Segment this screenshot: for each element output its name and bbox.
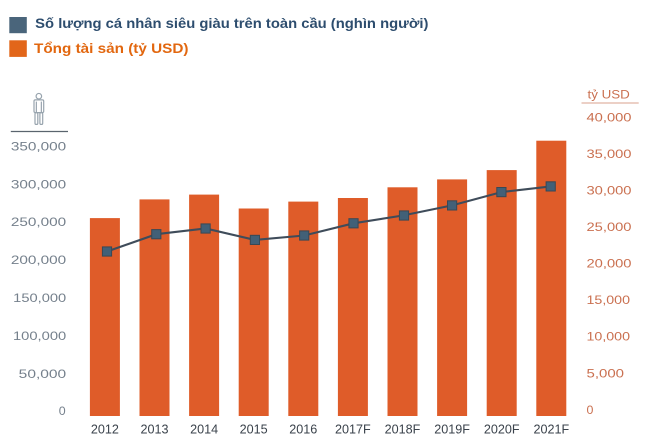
svg-text:35,000: 35,000 [587,147,632,161]
svg-text:2013: 2013 [140,423,168,437]
svg-text:10,000: 10,000 [587,330,631,344]
svg-text:300,000: 300,000 [11,177,66,191]
svg-text:40,000: 40,000 [587,110,632,124]
svg-text:2016: 2016 [289,423,317,437]
svg-text:200,000: 200,000 [11,253,66,267]
svg-text:5,000: 5,000 [587,366,625,380]
svg-text:50,000: 50,000 [19,367,67,381]
svg-text:2020F: 2020F [484,423,520,437]
svg-text:2018F: 2018F [385,423,421,437]
svg-text:350,000: 350,000 [11,139,66,153]
svg-text:0: 0 [587,403,594,417]
svg-text:2019F: 2019F [434,423,470,437]
svg-text:2015: 2015 [240,423,268,437]
svg-text:tỷ USD: tỷ USD [588,88,630,102]
svg-text:0: 0 [59,404,66,418]
svg-text:2014: 2014 [190,423,218,437]
svg-text:100,000: 100,000 [13,329,66,343]
svg-text:2017F: 2017F [335,423,371,437]
svg-text:15,000: 15,000 [587,293,631,307]
svg-text:250,000: 250,000 [11,215,66,229]
svg-text:Số lượng cá nhân siêu giàu trê: Số lượng cá nhân siêu giàu trên toàn cầu… [35,16,428,32]
svg-text:30,000: 30,000 [587,184,632,198]
svg-text:150,000: 150,000 [13,291,66,305]
svg-text:Tổng tài sản (tỷ USD): Tổng tài sản (tỷ USD) [34,41,189,57]
svg-text:25,000: 25,000 [587,220,632,234]
svg-text:20,000: 20,000 [587,257,632,271]
svg-text:2021F: 2021F [533,423,569,437]
svg-text:2012: 2012 [91,423,119,437]
